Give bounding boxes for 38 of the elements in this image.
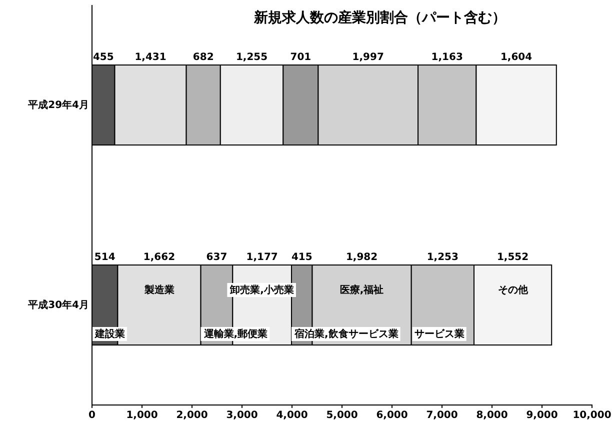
y-tick-label: 平成30年4月 (27, 299, 89, 312)
data-label: 1,604 (500, 52, 532, 63)
data-label: 637 (206, 252, 228, 263)
data-label: 1,163 (431, 52, 463, 63)
data-label: 1,997 (352, 52, 384, 63)
x-tick-label: 4,000 (276, 410, 308, 422)
x-tick-label: 6,000 (376, 410, 408, 422)
data-label: 1,982 (346, 252, 378, 263)
x-tick-label: 2,000 (176, 410, 208, 422)
series-label: 運輸業,郵便業 (202, 328, 268, 340)
series-label: その他 (498, 284, 529, 296)
y-tick-label: 平成29年4月 (27, 99, 89, 112)
data-label: 701 (290, 52, 312, 63)
data-label: 514 (94, 252, 116, 263)
x-tick-label: 7,000 (426, 410, 458, 422)
x-tick-label: 1,000 (126, 410, 158, 422)
data-label: 1,552 (496, 252, 529, 263)
data-label: 1,255 (236, 52, 268, 63)
data-label: 1,253 (426, 252, 459, 263)
data-label: 415 (291, 252, 312, 263)
x-tick-label: 10,000 (572, 410, 612, 422)
chart-title: 新規求人数の産業別割合（パート含む） (253, 9, 506, 26)
data-label: 1,177 (246, 252, 278, 263)
x-tick-label: 0 (88, 410, 96, 422)
series-label: 医療,福祉 (340, 284, 384, 296)
x-tick-label: 5,000 (326, 410, 358, 422)
series-label: サービス業 (414, 328, 464, 340)
data-label: 1,431 (134, 52, 166, 63)
series-label: 宿泊業,飲食サービス業 (294, 328, 398, 340)
x-tick-label: 9,000 (526, 410, 558, 422)
series-label: 卸売業,小売業 (229, 284, 294, 296)
series-label: 製造業 (143, 284, 174, 296)
series-label: 建設業 (94, 328, 125, 340)
data-label: 455 (92, 52, 114, 63)
x-tick-label: 8,000 (476, 410, 508, 422)
x-tick-label: 3,000 (226, 410, 258, 422)
data-label: 1,662 (143, 252, 176, 263)
data-label: 682 (192, 52, 214, 63)
